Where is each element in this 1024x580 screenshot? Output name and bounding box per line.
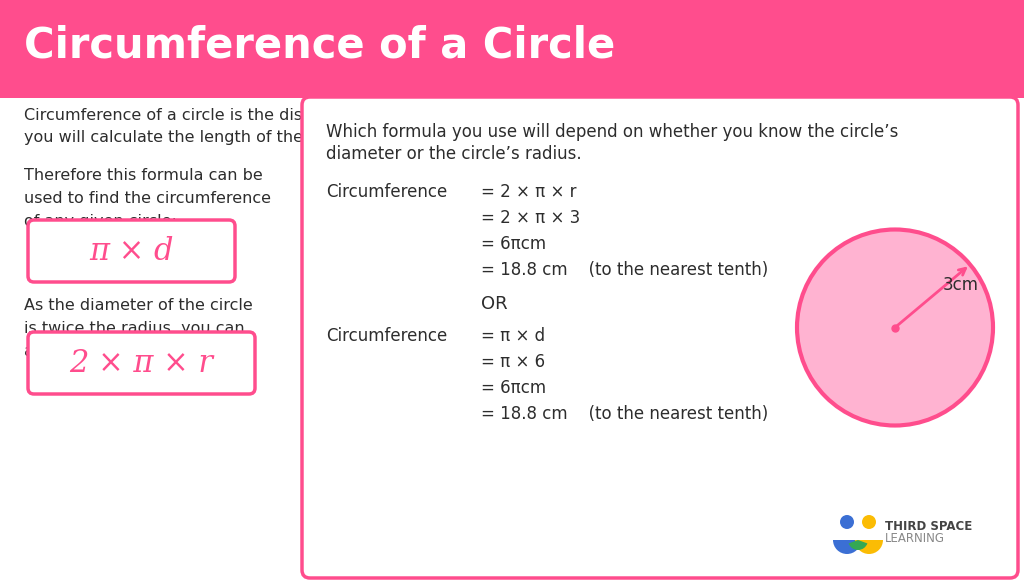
Text: = 2 × π × 3: = 2 × π × 3 — [481, 209, 581, 227]
Text: diameter or the circle’s radius.: diameter or the circle’s radius. — [326, 145, 582, 163]
Text: Circumference of a Circle: Circumference of a Circle — [24, 24, 615, 66]
Text: OR: OR — [481, 295, 508, 313]
Bar — [0, 0, 1024, 82]
Wedge shape — [833, 540, 861, 554]
Text: 3cm: 3cm — [942, 276, 978, 294]
Circle shape — [797, 230, 993, 426]
Text: Therefore this formula can be
used to find the circumference
of any given circle: Therefore this formula can be used to fi… — [24, 168, 271, 229]
FancyBboxPatch shape — [28, 332, 255, 394]
Text: π × d: π × d — [89, 235, 174, 266]
Text: 2 × π × r: 2 × π × r — [70, 347, 213, 379]
Text: = π × 6: = π × 6 — [481, 353, 545, 371]
Wedge shape — [849, 540, 867, 550]
FancyBboxPatch shape — [0, 0, 1024, 98]
Wedge shape — [855, 540, 883, 554]
Text: = π × d: = π × d — [481, 327, 545, 345]
Text: Which formula you use will depend on whether you know the circle’s: Which formula you use will depend on whe… — [326, 123, 898, 141]
Text: = 18.8 cm    (to the nearest tenth): = 18.8 cm (to the nearest tenth) — [481, 405, 768, 423]
FancyBboxPatch shape — [302, 97, 1018, 578]
Circle shape — [840, 515, 854, 529]
Text: Circumference: Circumference — [326, 183, 447, 201]
Text: As the diameter of the circle
is twice the radius, you can
also use this formula: As the diameter of the circle is twice t… — [24, 298, 253, 358]
Text: = 2 × π × r: = 2 × π × r — [481, 183, 577, 201]
Text: Circumference of a circle is the distance around the circle. If you multiply the: Circumference of a circle is the distanc… — [24, 108, 847, 123]
Text: you will calculate the length of the circumference. This is true of all circles.: you will calculate the length of the cir… — [24, 130, 628, 145]
Text: LEARNING: LEARNING — [885, 532, 945, 545]
Text: = 6πcm: = 6πcm — [481, 235, 546, 253]
Text: THIRD SPACE: THIRD SPACE — [885, 520, 972, 533]
FancyBboxPatch shape — [28, 220, 234, 282]
Text: = 6πcm: = 6πcm — [481, 379, 546, 397]
Text: = 18.8 cm    (to the nearest tenth): = 18.8 cm (to the nearest tenth) — [481, 261, 768, 279]
Circle shape — [862, 515, 876, 529]
Text: Circumference: Circumference — [326, 327, 447, 345]
